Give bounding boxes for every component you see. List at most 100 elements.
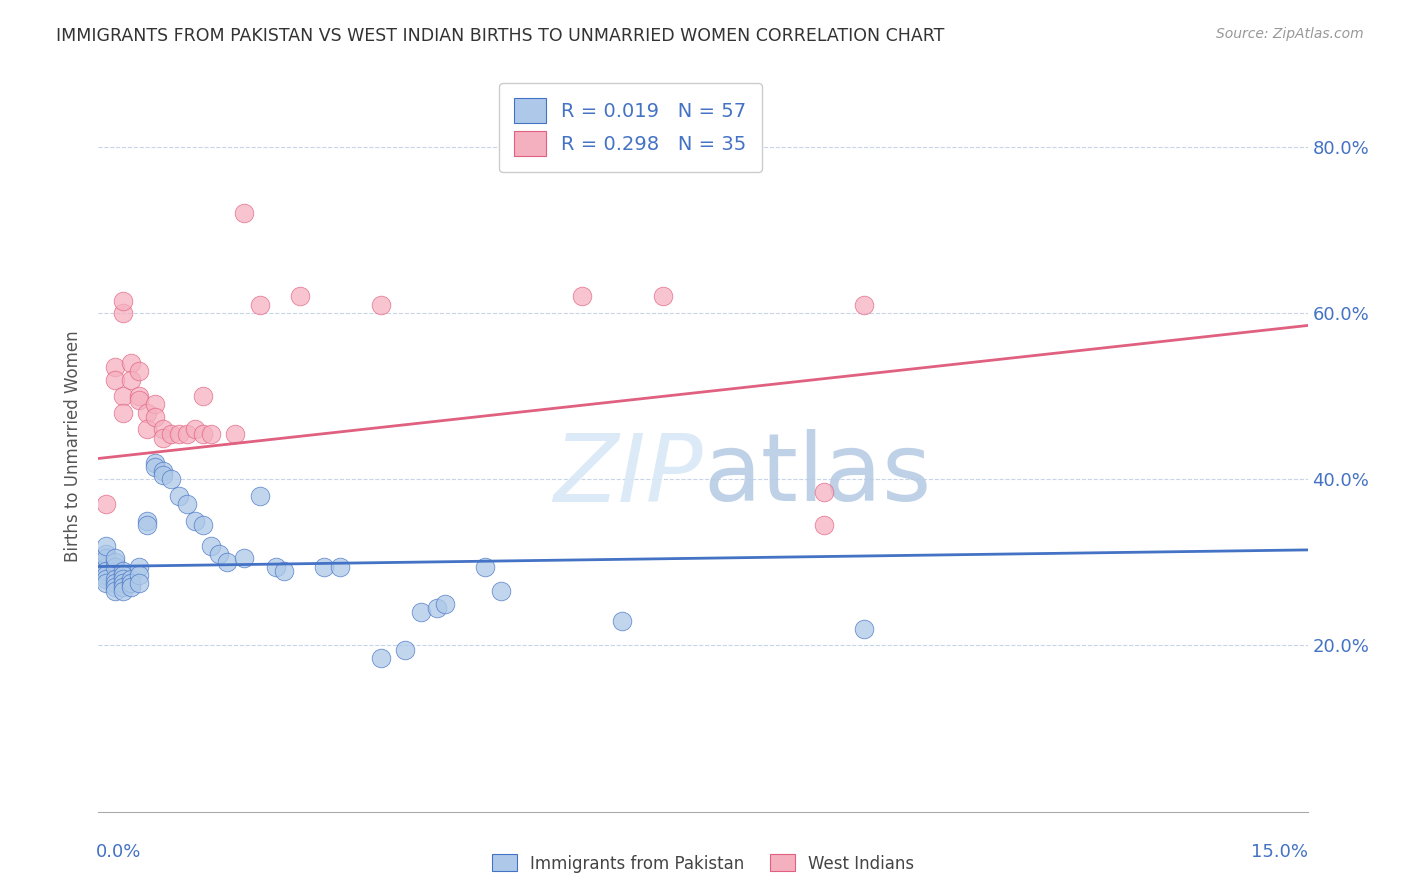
Point	[135, 514, 157, 528]
Point	[120, 356, 142, 370]
Point	[167, 426, 190, 441]
Point	[103, 572, 125, 586]
Point	[314, 559, 336, 574]
Y-axis label: Births to Unmarried Women: Births to Unmarried Women	[65, 330, 83, 562]
Point	[111, 567, 134, 582]
Point	[120, 580, 142, 594]
Point	[111, 576, 134, 591]
Point	[853, 622, 876, 636]
Point	[111, 580, 134, 594]
Point	[96, 555, 118, 569]
Point	[96, 564, 118, 578]
Text: ZIP: ZIP	[554, 430, 703, 521]
Point	[143, 409, 166, 424]
Point	[128, 576, 150, 591]
Point	[249, 489, 271, 503]
Point	[96, 572, 118, 586]
Point	[571, 289, 593, 303]
Point	[111, 564, 134, 578]
Text: 15.0%: 15.0%	[1250, 843, 1308, 861]
Point	[152, 464, 174, 478]
Point	[232, 206, 254, 220]
Point	[103, 576, 125, 591]
Point	[426, 601, 449, 615]
Point	[224, 426, 246, 441]
Point	[128, 364, 150, 378]
Point	[651, 289, 673, 303]
Point	[409, 605, 432, 619]
Point	[143, 456, 166, 470]
Point	[288, 289, 311, 303]
Text: 0.0%: 0.0%	[96, 843, 141, 861]
Text: atlas: atlas	[703, 429, 931, 521]
Point	[135, 406, 157, 420]
Point	[813, 484, 835, 499]
Point	[128, 559, 150, 574]
Point	[103, 372, 125, 386]
Point	[152, 431, 174, 445]
Point	[103, 551, 125, 566]
Point	[120, 576, 142, 591]
Point	[135, 518, 157, 533]
Point	[193, 426, 215, 441]
Point	[273, 564, 295, 578]
Point	[111, 406, 134, 420]
Point	[370, 651, 392, 665]
Legend: Immigrants from Pakistan, West Indians: Immigrants from Pakistan, West Indians	[485, 847, 921, 880]
Point	[176, 497, 198, 511]
Point	[103, 584, 125, 599]
Point	[152, 468, 174, 483]
Point	[491, 584, 513, 599]
Point	[120, 572, 142, 586]
Point	[184, 422, 207, 436]
Point	[96, 539, 118, 553]
Point	[111, 572, 134, 586]
Point	[96, 547, 118, 561]
Point	[96, 559, 118, 574]
Point	[184, 514, 207, 528]
Point	[103, 559, 125, 574]
Point	[128, 393, 150, 408]
Point	[120, 372, 142, 386]
Point	[612, 614, 634, 628]
Point	[193, 518, 215, 533]
Point	[96, 567, 118, 582]
Point	[152, 422, 174, 436]
Point	[103, 580, 125, 594]
Point	[103, 359, 125, 374]
Point	[208, 547, 231, 561]
Point	[370, 298, 392, 312]
Point	[160, 472, 183, 486]
Point	[160, 426, 183, 441]
Point	[232, 551, 254, 566]
Point	[135, 422, 157, 436]
Point	[111, 584, 134, 599]
Point	[394, 642, 416, 657]
Point	[474, 559, 496, 574]
Legend: R = 0.019   N = 57, R = 0.298   N = 35: R = 0.019 N = 57, R = 0.298 N = 35	[499, 83, 762, 171]
Point	[96, 497, 118, 511]
Point	[249, 298, 271, 312]
Point	[111, 293, 134, 308]
Point	[96, 576, 118, 591]
Point	[200, 539, 222, 553]
Point	[193, 389, 215, 403]
Point	[96, 551, 118, 566]
Point	[200, 426, 222, 441]
Point	[111, 389, 134, 403]
Point	[128, 389, 150, 403]
Point	[853, 298, 876, 312]
Point	[217, 555, 239, 569]
Text: IMMIGRANTS FROM PAKISTAN VS WEST INDIAN BIRTHS TO UNMARRIED WOMEN CORRELATION CH: IMMIGRANTS FROM PAKISTAN VS WEST INDIAN …	[56, 27, 945, 45]
Point	[167, 489, 190, 503]
Point	[111, 306, 134, 320]
Point	[329, 559, 352, 574]
Point	[143, 397, 166, 411]
Point	[103, 555, 125, 569]
Point	[813, 518, 835, 533]
Point	[143, 459, 166, 474]
Point	[434, 597, 457, 611]
Text: Source: ZipAtlas.com: Source: ZipAtlas.com	[1216, 27, 1364, 41]
Point	[176, 426, 198, 441]
Point	[128, 567, 150, 582]
